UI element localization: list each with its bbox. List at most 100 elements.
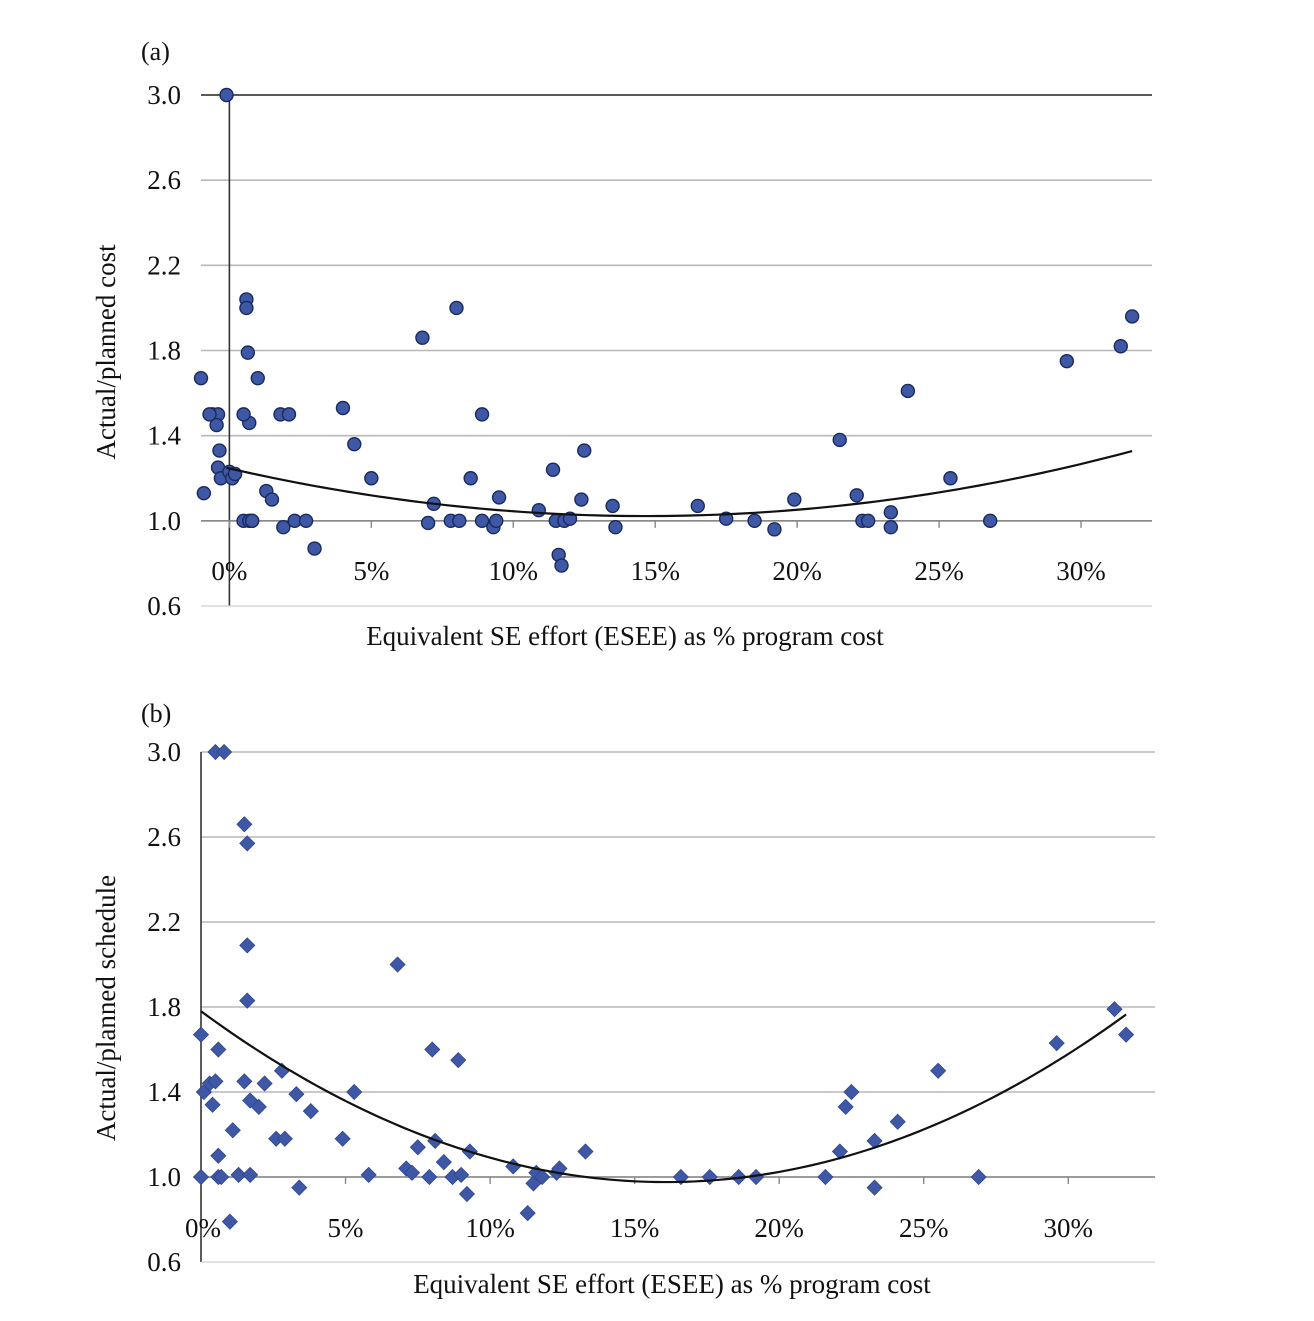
panel-a-data-point xyxy=(474,407,490,422)
panel-a-x-tick-label: 10% xyxy=(489,556,539,586)
panel-b-data-point xyxy=(236,816,253,833)
panel-a-data-point xyxy=(240,345,256,360)
panel-b-y-tick-label: 1.4 xyxy=(147,1077,181,1107)
panel-b-y-tick-label: 2.6 xyxy=(147,822,181,852)
panel-a-data-point xyxy=(449,300,464,316)
panel-a-data-point xyxy=(577,443,592,458)
panel-b-data-points xyxy=(192,743,1135,1230)
panel-a-data-point xyxy=(244,513,260,529)
panel-b-data-point xyxy=(409,1139,426,1156)
panel-a-data-point xyxy=(219,87,234,103)
panel-a-data-point xyxy=(474,513,490,529)
panel-b-data-point xyxy=(505,1158,522,1175)
panel-a-data-point xyxy=(767,522,782,537)
panel-b-y-axis-title: Actual/planned schedule xyxy=(91,875,121,1141)
panel-a-data-point xyxy=(982,513,998,529)
panel-b-data-point xyxy=(930,1062,947,1079)
panel-b-data-point xyxy=(577,1143,594,1160)
panel-b-label: (b) xyxy=(141,699,171,728)
panel-a-data-point xyxy=(193,370,209,386)
panel-b-data-point xyxy=(435,1154,452,1171)
panel-a-data-point xyxy=(690,498,705,514)
panel-a-data-point xyxy=(196,485,212,501)
panel-b-data-point xyxy=(210,1041,227,1058)
panel-a-data-point xyxy=(608,520,623,535)
panel-b-data-point xyxy=(302,1103,319,1120)
panel-b-data-point xyxy=(817,1168,834,1186)
panel-b-data-point xyxy=(453,1166,470,1183)
panel-a-y-tick-label: 1.0 xyxy=(147,506,181,536)
panel-b-data-point xyxy=(424,1041,441,1058)
panel-b-x-tick-label: 15% xyxy=(610,1213,660,1243)
panel-b-data-point xyxy=(210,1147,227,1164)
panel-a-data-point xyxy=(787,492,802,507)
panel-b-y-tick-label: 1.8 xyxy=(147,992,181,1022)
panel-b-data-point xyxy=(256,1075,273,1092)
panel-a-x-tick-label: 5% xyxy=(353,556,389,586)
panel-a-data-point xyxy=(1113,339,1128,354)
panel-a-data-point xyxy=(1059,353,1075,369)
panel-b-data-point xyxy=(334,1130,351,1147)
panel-a-data-point xyxy=(883,520,899,535)
panel-a-data-point xyxy=(943,471,958,486)
panel-a-data-point xyxy=(491,490,507,505)
panel-b-data-point xyxy=(519,1205,536,1222)
panel-a-x-tick-labels: 0% 5% 10% 15% 20% 25% 30% xyxy=(211,556,1105,586)
panel-b-gridlines xyxy=(201,751,1155,1178)
panel-a-data-points xyxy=(193,87,1140,573)
panel-a-data-point xyxy=(747,513,762,529)
panel-b-data-point xyxy=(250,1098,267,1115)
panel-b-data-point xyxy=(239,937,256,954)
panel-a-data-point xyxy=(347,436,362,452)
panel-b-data-point xyxy=(346,1083,363,1101)
panel-a-y-axis-title: Actual/planned cost xyxy=(91,244,121,460)
panel-a-data-point xyxy=(900,383,916,399)
panel-a-data-point xyxy=(574,492,589,507)
panel-a-data-point xyxy=(298,513,314,529)
panel-b-data-point xyxy=(192,1168,210,1186)
panel-b-data-point xyxy=(837,1098,854,1115)
panel-a-data-point xyxy=(545,462,561,477)
panel-b-data-point xyxy=(213,1168,230,1186)
panel-b-data-point xyxy=(216,743,233,761)
panel-b-data-point xyxy=(458,1185,476,1203)
panel-b-x-tick-label: 0% xyxy=(185,1213,221,1243)
panel-a-x-tick-label: 30% xyxy=(1056,556,1106,586)
panel-b-data-point xyxy=(1118,1026,1135,1043)
panel-b-data-point xyxy=(291,1179,308,1196)
panel-a-x-axis-title: Equivalent SE effort (ESEE) as % program… xyxy=(366,621,884,651)
panel-b-y-tick-label: 3.0 xyxy=(147,737,181,767)
panel-b-y-tick-label: 2.2 xyxy=(147,907,181,937)
panel-b-data-point xyxy=(207,1073,224,1090)
panel-b-data-point xyxy=(1106,1001,1123,1018)
panel-b-data-point xyxy=(360,1166,377,1183)
panel-a-data-point xyxy=(883,505,899,520)
panel-b-data-point xyxy=(843,1083,860,1101)
panel-a-y-tick-label: 0.6 xyxy=(147,591,181,621)
panel-a-data-point xyxy=(554,558,569,573)
panel-a-y-tick-label: 1.8 xyxy=(147,336,181,366)
panel-b-schedule-chart: (b) 0.6 1.0 1.4 1.8 2.2 2.6 3.0 0% 5% 10% 15% 20% 2… xyxy=(91,699,1155,1299)
panel-b-data-point xyxy=(534,1168,551,1186)
panel-a-data-point xyxy=(531,502,547,518)
panel-a-data-point xyxy=(209,417,224,433)
panel-b-data-point xyxy=(421,1168,438,1186)
panel-a-data-point xyxy=(832,432,847,448)
panel-a-data-point xyxy=(849,488,864,503)
panel-b-data-point xyxy=(450,1052,467,1069)
panel-b-data-point xyxy=(192,1026,210,1043)
panel-b-data-point xyxy=(224,1122,241,1139)
panel-a-data-point xyxy=(250,370,265,386)
panel-b-data-point xyxy=(204,1096,221,1113)
panel-b-data-point xyxy=(889,1113,906,1130)
panel-a-y-tick-labels: 0.6 1.0 1.4 1.8 2.2 2.6 3.0 xyxy=(147,80,181,621)
panel-b-y-tick-label: 1.0 xyxy=(147,1162,181,1192)
panel-b-data-point xyxy=(970,1168,987,1186)
panel-a-data-point xyxy=(463,471,478,486)
panel-b-trendline xyxy=(200,1010,1127,1184)
panel-a-data-point xyxy=(212,443,227,458)
panel-b-data-point xyxy=(230,1166,247,1183)
panel-a-data-point xyxy=(307,541,322,556)
panel-a-data-point xyxy=(364,471,379,486)
panel-a-data-point xyxy=(1124,309,1140,324)
